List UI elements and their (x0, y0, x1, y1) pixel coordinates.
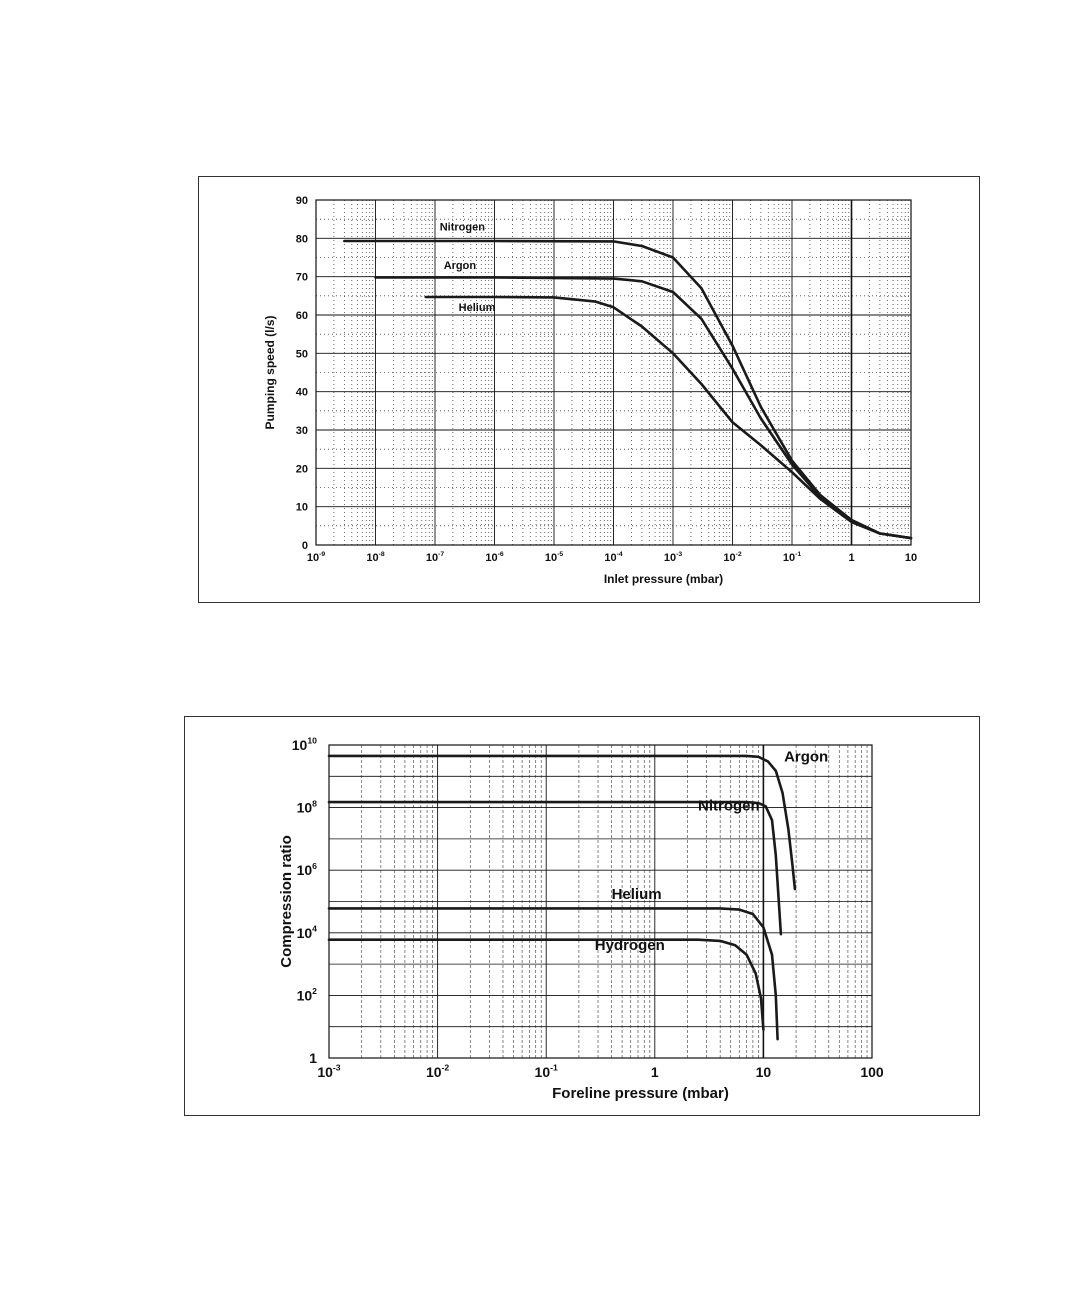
x-tick-label: 10-5 (545, 551, 564, 564)
y-tick-label: 102 (297, 986, 318, 1003)
y-tick-label: 30 (296, 425, 308, 437)
series-label-argon: Argon (444, 260, 477, 272)
y-tick-label: 108 (297, 798, 318, 815)
y-tick-label: 80 (296, 233, 308, 245)
series-line-hydrogen (327, 938, 765, 1031)
x-tick-label: 10-2 (723, 551, 742, 564)
x-axis-label: Inlet pressure (mbar) (604, 572, 723, 586)
x-tick-label: 10-3 (664, 551, 683, 564)
x-tick-label: 10-7 (426, 551, 445, 564)
x-tick-label: 10 (756, 1064, 772, 1080)
y-tick-label: 40 (296, 387, 308, 399)
y-axis-label: Pumping speed (l/s) (263, 315, 277, 429)
series-line-nitrogen (343, 239, 913, 540)
x-tick-label: 10-6 (485, 551, 504, 564)
series-line-nitrogen (327, 800, 783, 936)
grid (315, 199, 912, 546)
series-line-argon (374, 276, 913, 540)
y-tick-label: 90 (296, 195, 308, 207)
x-tick-label: 10-8 (366, 551, 385, 564)
x-axis-label: Foreline pressure (mbar) (552, 1085, 729, 1102)
y-tick-label: 60 (296, 310, 308, 322)
x-tick-label: 1 (651, 1064, 659, 1080)
x-tick-label: 1 (848, 552, 854, 564)
series-label-helium: Helium (459, 302, 496, 314)
series-label-hydrogen: Hydrogen (595, 937, 665, 954)
series-label-helium: Helium (612, 886, 662, 903)
y-tick-label: 0 (302, 540, 308, 552)
y-axis-label: Compression ratio (278, 835, 295, 968)
pumping-speed-chart: 0 10 20 30 40 50 60 70 80 90 10-9 10-8 10-7 10-6 10-5 1… (263, 195, 917, 586)
x-tick-label: 10-1 (535, 1063, 558, 1080)
series-label-argon: Argon (784, 748, 828, 765)
compression-ratio-chart-panel: 1 102 104 106 108 1010 10-3 10-2 10-1 1 10 100 Forel… (184, 716, 980, 1116)
y-tick-label: 1010 (292, 736, 317, 753)
x-tick-label: 10-3 (317, 1063, 340, 1080)
series-line-helium (424, 295, 913, 540)
y-tick-label: 70 (296, 272, 308, 284)
x-tick-label: 10-4 (604, 551, 623, 564)
y-tick-label: 106 (297, 861, 318, 878)
plot-area-border (315, 199, 912, 546)
compression-ratio-chart: 1 102 104 106 108 1010 10-3 10-2 10-1 1 10 100 Forel… (278, 736, 884, 1102)
x-tick-label: 10-1 (783, 551, 802, 564)
series-line-argon (327, 754, 797, 891)
y-tick-label: 20 (296, 463, 308, 475)
x-tick-label: 10 (905, 552, 917, 564)
grid (328, 744, 873, 1059)
y-tick-label: 10 (296, 502, 308, 514)
series-label-nitrogen: Nitrogen (698, 798, 760, 815)
series-label-nitrogen: Nitrogen (440, 222, 486, 234)
y-tick-label: 50 (296, 348, 308, 360)
y-tick-label: 1 (309, 1050, 317, 1066)
x-tick-label: 10-2 (426, 1063, 449, 1080)
x-tick-label: 100 (860, 1064, 884, 1080)
x-tick-label: 10-9 (307, 551, 326, 564)
plot-area-border (328, 744, 873, 1059)
pumping-speed-chart-panel: 0 10 20 30 40 50 60 70 80 90 10-9 10-8 10-7 10-6 10-5 1… (198, 176, 980, 603)
series-line-helium (327, 907, 779, 1041)
y-tick-label: 104 (297, 924, 318, 941)
